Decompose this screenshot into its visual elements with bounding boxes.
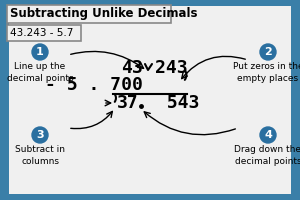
Text: 4: 4 [264,130,272,140]
FancyBboxPatch shape [7,5,171,23]
Circle shape [32,44,48,60]
Text: 43.243 - 5.7: 43.243 - 5.7 [10,28,74,38]
Text: 2: 2 [264,47,272,57]
Text: 543: 543 [145,94,200,112]
Circle shape [260,127,276,143]
Text: 3: 3 [36,130,44,140]
Text: Line up the
decimal points: Line up the decimal points [7,62,73,83]
Text: Drag down the
decimal points: Drag down the decimal points [235,145,300,166]
Text: Put zeros in the
empty places: Put zeros in the empty places [233,62,300,83]
Circle shape [260,44,276,60]
Circle shape [32,127,48,143]
FancyBboxPatch shape [7,25,81,41]
Text: - 5 . 700: - 5 . 700 [45,76,143,94]
Text: 1: 1 [36,47,44,57]
Text: Subtracting Unlike Decimals: Subtracting Unlike Decimals [10,7,197,21]
Text: 243: 243 [155,59,188,77]
Text: 43: 43 [121,59,143,77]
Text: 37: 37 [117,94,139,112]
Text: Subtract in
columns: Subtract in columns [15,145,65,166]
